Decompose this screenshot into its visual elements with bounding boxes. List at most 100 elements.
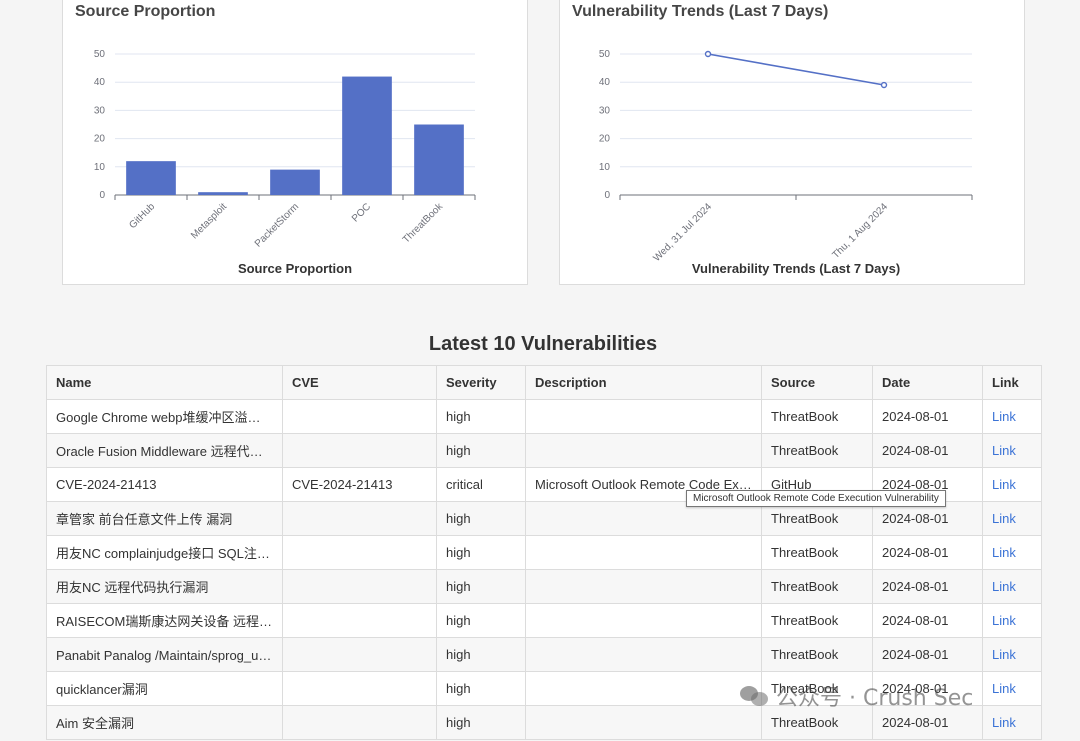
source-proportion-chart: 0 10 20 30 40 50 Source Proportion GitHub Metasp… [94, 49, 476, 276]
vulnerability-link[interactable]: Link [992, 477, 1016, 492]
column-header-date[interactable]: Date [872, 365, 983, 400]
link-cell: Link [982, 501, 1042, 536]
description-cell [525, 535, 762, 570]
cve-cell [282, 535, 437, 570]
name-cell: CVE-2024-21413 [46, 467, 283, 502]
cve-cell [282, 501, 437, 536]
date-cell: 2024-08-01 [872, 433, 983, 468]
y-tick-label: 10 [94, 162, 106, 173]
x-axis-name: Vulnerability Trends (Last 7 Days) [692, 261, 900, 276]
table-row: Oracle Fusion Middleware 远程代码执行漏洞 high Thr… [46, 433, 1042, 468]
table-row: 用友NC complainjudge接口 SQL注入漏洞 high ThreatBo… [46, 535, 1042, 570]
link-cell: Link [982, 399, 1042, 434]
severity-cell: high [436, 501, 526, 536]
bar-metasploit [198, 192, 248, 195]
name-cell: 章管家 前台任意文件上传 漏洞 [46, 501, 283, 536]
description-cell [525, 705, 762, 740]
column-header-name[interactable]: Name [46, 365, 283, 400]
severity-cell: high [436, 399, 526, 434]
cve-cell: CVE-2024-21413 [282, 467, 437, 502]
description-cell [525, 637, 762, 672]
severity-cell: high [436, 705, 526, 740]
cve-cell [282, 569, 437, 604]
source-cell: ThreatBook [761, 705, 873, 740]
trend-line [707, 53, 885, 86]
date-cell: 2024-08-01 [872, 637, 983, 672]
x-tick-label: PacketStorm [253, 201, 301, 249]
source-cell: ThreatBook [761, 433, 873, 468]
x-tick-label: Wed, 31 Jul 2024 [651, 201, 714, 264]
vulnerability-link[interactable]: Link [992, 511, 1016, 526]
table-row: Google Chrome webp堆缓冲区溢出漏洞 high ThreatBook… [46, 399, 1042, 434]
vulnerability-link[interactable]: Link [992, 681, 1016, 696]
link-cell: Link [982, 535, 1042, 570]
trend-point [704, 50, 712, 58]
vulnerability-link[interactable]: Link [992, 545, 1016, 560]
severity-cell: high [436, 569, 526, 604]
y-tick-label: 50 [94, 49, 106, 60]
table-row: quicklancer漏洞 high ThreatBook 2024-08-01 Lin… [46, 671, 1042, 706]
column-header-cve[interactable]: CVE [282, 365, 437, 400]
description-cell [525, 501, 762, 536]
vulnerability-trends-panel: Vulnerability Trends (Last 7 Days) 0 10 20… [559, 0, 1025, 285]
link-cell: Link [982, 637, 1042, 672]
vulnerability-link[interactable]: Link [992, 613, 1016, 628]
severity-cell: high [436, 637, 526, 672]
x-tick-label: POC [350, 201, 373, 224]
bar-poc [342, 76, 392, 195]
vulnerability-link[interactable]: Link [992, 647, 1016, 662]
y-tick-label: 10 [599, 162, 611, 173]
link-cell: Link [982, 705, 1042, 740]
vulnerability-link[interactable]: Link [992, 443, 1016, 458]
link-cell: Link [982, 569, 1042, 604]
y-tick-label: 50 [599, 49, 611, 60]
date-cell: 2024-08-01 [872, 569, 983, 604]
column-header-source[interactable]: Source [761, 365, 873, 400]
severity-cell: high [436, 603, 526, 638]
table-title: Latest 10 Vulnerabilities [428, 333, 658, 355]
y-tick-label: 40 [599, 77, 611, 88]
vulnerability-link[interactable]: Link [992, 715, 1016, 730]
description-cell [525, 433, 762, 468]
name-cell: Google Chrome webp堆缓冲区溢出漏洞 [46, 399, 283, 434]
trend-point [880, 81, 888, 89]
source-cell: ThreatBook [761, 399, 873, 434]
bar-threatbook [414, 124, 464, 195]
x-tick-label: ThreatBook [401, 201, 446, 246]
severity-cell: high [436, 433, 526, 468]
x-tick-label: Metasploit [189, 201, 229, 241]
source-proportion-panel: Source Proportion 0 10 20 30 40 50 Source Prop… [62, 0, 528, 285]
table-row: Panabit Panalog /Maintain/sprog_upstatus… [46, 637, 1042, 672]
name-cell: Oracle Fusion Middleware 远程代码执行漏洞 [46, 433, 283, 468]
name-cell: RAISECOM瑞斯康达网关设备 远程命令执行漏洞 [46, 603, 283, 638]
link-cell: Link [982, 603, 1042, 638]
source-cell: ThreatBook [761, 535, 873, 570]
watermark: 公众号 · Crush Sec [740, 680, 973, 712]
panel-title: Source Proportion [75, 3, 216, 20]
description-cell [525, 569, 762, 604]
date-cell: 2024-08-01 [872, 535, 983, 570]
bar-github [126, 161, 176, 195]
y-tick-label: 30 [599, 105, 611, 116]
x-tick-label: GitHub [127, 201, 157, 231]
x-axis-name: Source Proportion [238, 261, 352, 276]
vulnerability-link[interactable]: Link [992, 579, 1016, 594]
wechat-icon [740, 684, 770, 708]
description-tooltip: Microsoft Outlook Remote Code Execution … [686, 490, 946, 507]
y-tick-label: 0 [99, 190, 105, 201]
column-header-description[interactable]: Description [525, 365, 762, 400]
name-cell: Aim 安全漏洞 [46, 705, 283, 740]
cve-cell [282, 399, 437, 434]
column-header-severity[interactable]: Severity [436, 365, 526, 400]
severity-cell: high [436, 671, 526, 706]
cve-cell [282, 637, 437, 672]
table-row: RAISECOM瑞斯康达网关设备 远程命令执行漏洞 high ThreatBook2… [46, 603, 1042, 638]
description-cell [525, 603, 762, 638]
column-header-link[interactable]: Link [982, 365, 1042, 400]
cve-cell [282, 705, 437, 740]
vulnerability-link[interactable]: Link [992, 409, 1016, 424]
source-cell: ThreatBook [761, 603, 873, 638]
name-cell: 用友NC 远程代码执行漏洞 [46, 569, 283, 604]
y-tick-label: 20 [599, 134, 611, 145]
x-tick-label: Thu, 1 Aug 2024 [830, 201, 890, 261]
